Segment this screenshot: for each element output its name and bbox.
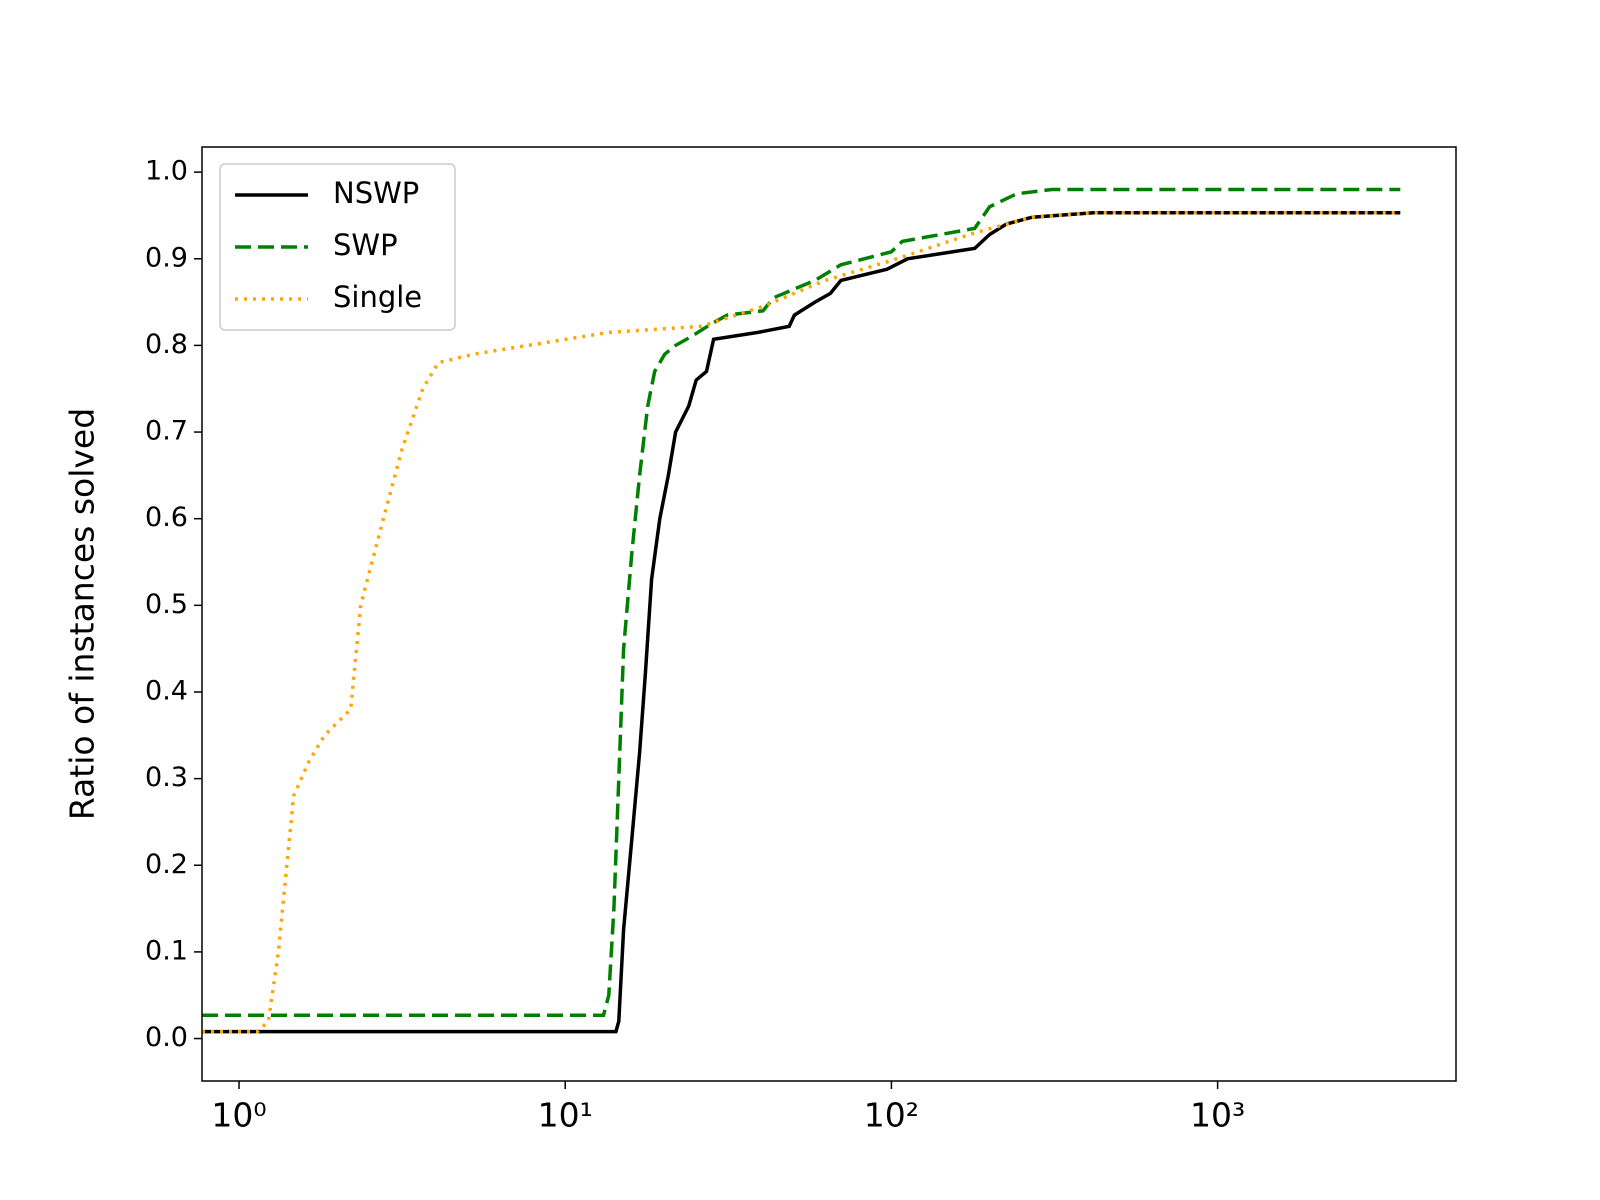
y-tick-label: 0.2 xyxy=(145,849,188,880)
y-tick-label: 0.3 xyxy=(145,762,188,793)
y-tick-label: 0.7 xyxy=(145,416,188,447)
y-tick-label: 0.9 xyxy=(145,242,188,273)
data-line xyxy=(202,187,1401,1017)
y-tick-label: 0.4 xyxy=(145,675,188,706)
y-tick-label: 0.6 xyxy=(145,502,188,533)
x-tick-label: 10¹ xyxy=(538,1096,593,1135)
plot-frame xyxy=(201,146,1457,1082)
y-tick-label: 0.8 xyxy=(145,329,188,360)
y-tick-label: 0.0 xyxy=(145,1022,188,1053)
legend-box xyxy=(219,163,456,331)
y-tick-label: 0.1 xyxy=(145,935,188,966)
legend-label: NSWP xyxy=(333,176,419,210)
x-tick-label: 10² xyxy=(864,1096,919,1135)
y-axis-label: Ratio of instances solved xyxy=(63,408,102,820)
data-line xyxy=(202,211,1401,1034)
x-tick-label: 10³ xyxy=(1190,1096,1245,1135)
y-tick-label: 1.0 xyxy=(145,156,188,187)
x-tick-label: 10⁰ xyxy=(211,1096,266,1135)
legend-label: SWP xyxy=(333,228,398,262)
y-tick-label: 0.5 xyxy=(145,589,188,620)
legend-label: Single xyxy=(333,280,422,314)
data-line xyxy=(202,211,1401,1034)
